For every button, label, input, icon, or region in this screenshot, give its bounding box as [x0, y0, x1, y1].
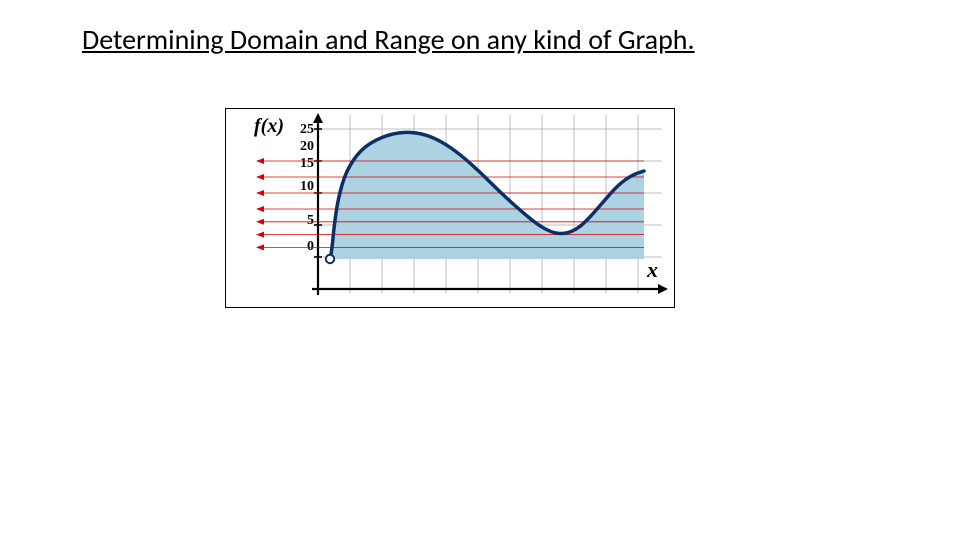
chart-svg [226, 109, 674, 307]
chart-container: f(x) x 25 20 15 10 5 0 [225, 108, 675, 308]
page-title: Determining Domain and Range on any kind… [82, 22, 695, 57]
